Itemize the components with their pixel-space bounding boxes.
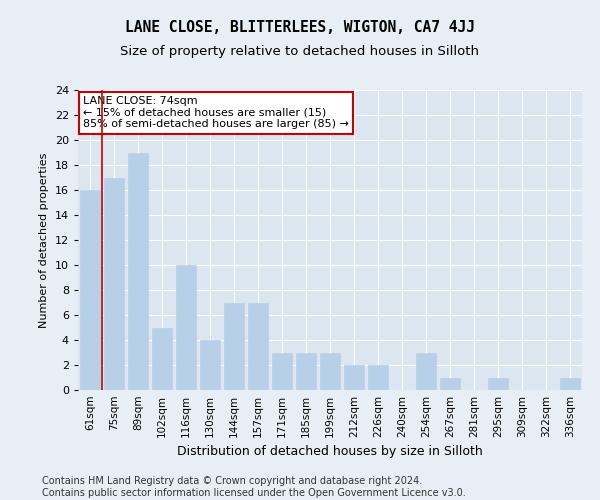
Bar — [152, 328, 172, 390]
Bar — [104, 178, 124, 390]
Text: LANE CLOSE, BLITTERLEES, WIGTON, CA7 4JJ: LANE CLOSE, BLITTERLEES, WIGTON, CA7 4JJ — [125, 20, 475, 35]
Bar — [368, 365, 388, 390]
Bar — [248, 302, 268, 390]
Bar — [416, 352, 436, 390]
Bar — [128, 152, 148, 390]
X-axis label: Distribution of detached houses by size in Silloth: Distribution of detached houses by size … — [177, 446, 483, 458]
Bar — [80, 190, 100, 390]
Bar — [296, 352, 316, 390]
Bar — [560, 378, 580, 390]
Bar — [344, 365, 364, 390]
Bar — [224, 302, 244, 390]
Y-axis label: Number of detached properties: Number of detached properties — [39, 152, 49, 328]
Text: Size of property relative to detached houses in Silloth: Size of property relative to detached ho… — [121, 45, 479, 58]
Text: LANE CLOSE: 74sqm
← 15% of detached houses are smaller (15)
85% of semi-detached: LANE CLOSE: 74sqm ← 15% of detached hous… — [83, 96, 349, 129]
Bar — [176, 265, 196, 390]
Bar — [200, 340, 220, 390]
Bar — [488, 378, 508, 390]
Bar — [440, 378, 460, 390]
Bar — [320, 352, 340, 390]
Bar — [272, 352, 292, 390]
Text: Contains HM Land Registry data © Crown copyright and database right 2024.
Contai: Contains HM Land Registry data © Crown c… — [42, 476, 466, 498]
